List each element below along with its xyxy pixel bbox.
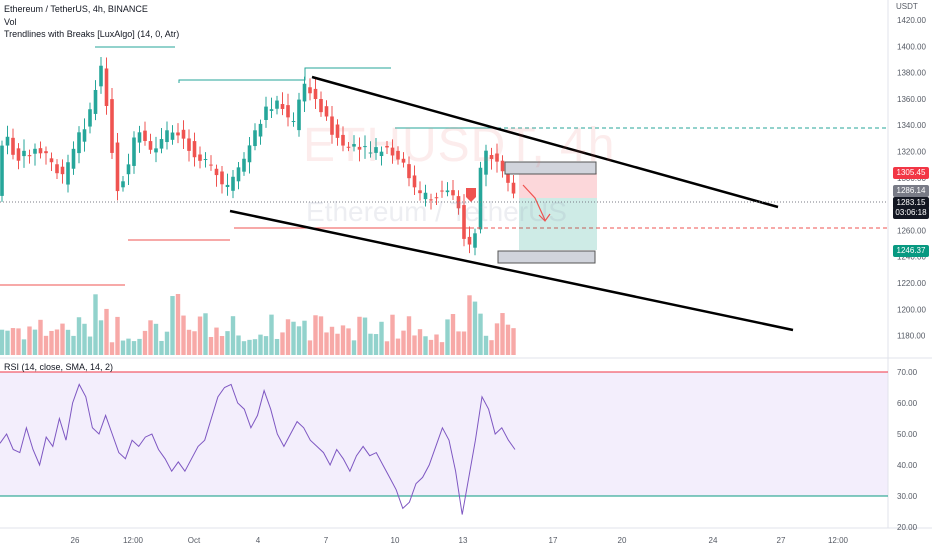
time-tick-label: 12:00 [123, 536, 144, 545]
price-tick-label: 1400.00 [897, 42, 926, 51]
time-axis[interactable]: 26 12:00 Oct 4 7 10 13 17 20 24 27 12:00 [71, 536, 849, 545]
price-tick-label: 1420.00 [897, 16, 926, 25]
time-tick-label: 27 [777, 536, 786, 545]
rsi-line [0, 383, 516, 515]
rsi-tick-label: 60.00 [897, 399, 918, 408]
currency-label: USDT [896, 2, 918, 11]
symbol-legend[interactable]: Ethereum / TetherUS, 4h, BINANCE [4, 4, 148, 14]
rsi-tick-label: 70.00 [897, 368, 918, 377]
last-price-tag: 1283.15 [893, 197, 929, 209]
time-tick-label: 26 [71, 536, 80, 545]
volume-legend[interactable]: Vol [4, 17, 17, 27]
candlesticks[interactable] [0, 57, 516, 256]
time-tick-label: 17 [549, 536, 558, 545]
indicator-legend[interactable]: Trendlines with Breaks [LuxAlgo] (14, 0,… [4, 29, 180, 39]
short-position-tool[interactable] [497, 161, 597, 264]
price-tag-level-2: 1286.14 [893, 185, 929, 197]
luxalgo-levels [0, 46, 888, 286]
time-tick-label: 24 [709, 536, 718, 545]
symbol-watermark: ETHUSDT, 4h [303, 119, 616, 172]
demand-zone-box[interactable] [497, 250, 596, 264]
bar-countdown: 03:06:18 [893, 207, 929, 219]
price-tick-label: 1200.00 [897, 305, 926, 314]
price-tick-label: 1380.00 [897, 69, 926, 78]
rsi-tick-label: 20.00 [897, 523, 918, 532]
price-pane[interactable] [0, 0, 888, 355]
price-tick-label: 1340.00 [897, 121, 926, 130]
volume-bars [0, 293, 516, 355]
time-tick-label: 10 [391, 536, 400, 545]
price-tick-label: 1360.00 [897, 95, 926, 104]
rsi-band-fill [0, 372, 888, 496]
price-tag-level-3: 1246.37 [893, 245, 929, 257]
name-watermark: Ethereum / TetherUS [306, 196, 567, 227]
price-tick-label: 1320.00 [897, 148, 926, 157]
time-tick-label: Oct [188, 536, 201, 545]
supply-zone-box[interactable] [504, 161, 597, 175]
rsi-tick-label: 30.00 [897, 492, 918, 501]
price-tick-label: 1220.00 [897, 279, 926, 288]
time-tick-label: 7 [324, 536, 329, 545]
rsi-axis[interactable]: 70.00 60.00 50.00 40.00 30.00 20.00 [897, 368, 918, 532]
time-tick-label: 4 [256, 536, 261, 545]
price-tag-level-1: 1305.45 [893, 167, 929, 179]
rsi-tick-label: 50.00 [897, 430, 918, 439]
price-tick-label: 1180.00 [897, 332, 926, 341]
rsi-legend[interactable]: RSI (14, close, SMA, 14, 2) [4, 362, 114, 372]
time-tick-label: 13 [459, 536, 468, 545]
time-tick-label: 12:00 [828, 536, 849, 545]
price-tick-label: 1260.00 [897, 226, 926, 235]
rsi-tick-label: 40.00 [897, 461, 918, 470]
rsi-series-line [0, 383, 516, 515]
time-tick-label: 20 [618, 536, 627, 545]
price-tick-label: 1240.00 [897, 253, 926, 262]
descending-channel[interactable] [229, 75, 794, 332]
trendline-break-label[interactable] [466, 188, 476, 202]
